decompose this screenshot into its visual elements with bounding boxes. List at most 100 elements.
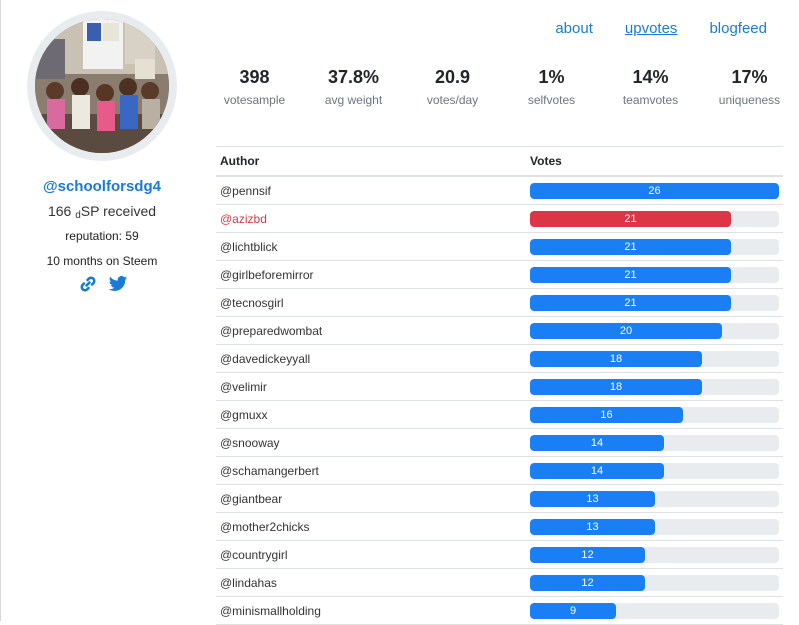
table-row: @mother2chicks 13	[216, 513, 783, 541]
votes-bar-track: 12	[530, 574, 779, 591]
votes-bar: 20	[530, 322, 722, 339]
author-name[interactable]: @pennsif	[220, 183, 271, 198]
stat-votesample: 398 votesample	[205, 66, 304, 107]
stat-label: selfvotes	[527, 93, 576, 107]
votes-bar: 21	[530, 210, 731, 227]
author-name[interactable]: @gmuxx	[220, 407, 268, 422]
reputation: reputation: 59	[65, 229, 139, 243]
stat-label: avg weight	[324, 93, 383, 107]
social-links	[78, 274, 128, 294]
table-row: @gmuxx 16	[216, 401, 783, 429]
stat-avg-weight: 37.8% avg weight	[304, 66, 403, 107]
votes-bar: 9	[530, 602, 616, 619]
twitter-icon[interactable]	[108, 274, 128, 294]
votes-bar: 21	[530, 294, 731, 311]
votes-bar-track: 20	[530, 322, 779, 339]
table-row: @schamangerbert 14	[216, 457, 783, 485]
votes-bar-track: 21	[530, 210, 779, 227]
stat-value: 14%	[632, 67, 669, 87]
account-tenure: 10 months on Steem	[46, 254, 158, 268]
upvotes-table: Author Votes @pennsif 26 @azizbd 21 @lichtbl…	[216, 146, 783, 625]
avatar	[35, 19, 169, 153]
stat-label: teamvotes	[622, 93, 679, 107]
profile-username-link[interactable]: @schoolforsdg4	[43, 178, 161, 195]
votes-bar-track: 26	[530, 182, 779, 199]
header-author: Author	[220, 154, 260, 168]
author-name[interactable]: @giantbear	[220, 491, 283, 506]
votes-bar-track: 13	[530, 490, 779, 507]
votes-bar: 21	[530, 266, 731, 283]
table-row: @giantbear 13	[216, 485, 783, 513]
table-row: @tecnosgirl 21	[216, 289, 783, 317]
author-name[interactable]: @schamangerbert	[220, 463, 319, 478]
author-name[interactable]: @tecnosgirl	[220, 295, 284, 310]
table-row: @pennsif 26	[216, 177, 783, 205]
votes-bar-track: 9	[530, 602, 779, 619]
votes-bar-track: 21	[530, 238, 779, 255]
nav-upvotes[interactable]: upvotes	[624, 20, 678, 37]
author-name[interactable]: @girlbeforemirror	[220, 267, 314, 282]
stat-label: votes/day	[426, 93, 479, 107]
author-name[interactable]: @azizbd	[220, 211, 267, 226]
sp-amount: 166	[47, 203, 72, 219]
votes-bar: 18	[530, 350, 702, 367]
author-name[interactable]: @lindahas	[220, 575, 277, 590]
table-row: @davedickeyyall 18	[216, 345, 783, 373]
votes-bar: 12	[530, 574, 645, 591]
votes-bar: 13	[530, 490, 655, 507]
author-name[interactable]: @preparedwombat	[220, 323, 323, 338]
link-icon[interactable]	[78, 274, 98, 294]
sp-received: 166 dSP received	[0, 203, 204, 221]
nav-blogfeed[interactable]: blogfeed	[709, 20, 767, 37]
stat-selfvotes: 1% selfvotes	[502, 66, 601, 107]
stat-value: 37.8%	[327, 67, 380, 87]
table-row: @countrygirl 12	[216, 541, 783, 569]
votes-bar-track: 18	[530, 350, 779, 367]
author-name[interactable]: @snooway	[220, 435, 280, 450]
top-nav: about upvotes blogfeed	[555, 20, 767, 37]
votes-bar-track: 12	[530, 546, 779, 563]
votes-bar-track: 21	[530, 294, 779, 311]
stat-label: uniqueness	[718, 93, 781, 107]
votes-bar: 16	[530, 406, 683, 423]
votes-bar: 14	[530, 462, 664, 479]
stat-uniqueness: 17% uniqueness	[700, 66, 799, 107]
avatar-photo	[35, 19, 169, 153]
votes-bar: 14	[530, 434, 664, 451]
author-name[interactable]: @davedickeyyall	[220, 351, 311, 366]
stat-value: 1%	[538, 67, 565, 87]
sp-prefix: d	[75, 210, 81, 221]
author-name[interactable]: @countrygirl	[220, 547, 288, 562]
table-body: @pennsif 26 @azizbd 21 @lichtblick 21 @girlbef…	[216, 177, 783, 625]
table-row: @girlbeforemirror 21	[216, 261, 783, 289]
stats-row: 398 votesample 37.8% avg weight 20.9 vot…	[205, 66, 799, 107]
author-name[interactable]: @lichtblick	[220, 239, 278, 254]
table-row: @preparedwombat 20	[216, 317, 783, 345]
sp-label: SP received	[80, 203, 157, 219]
table-row: @lindahas 12	[216, 569, 783, 597]
table-row: @lichtblick 21	[216, 233, 783, 261]
votes-bar: 12	[530, 546, 645, 563]
stat-value: 20.9	[434, 67, 471, 87]
votes-bar-track: 16	[530, 406, 779, 423]
votes-bar: 13	[530, 518, 655, 535]
votes-bar: 18	[530, 378, 702, 395]
header-votes: Votes	[530, 154, 562, 168]
votes-bar-track: 14	[530, 462, 779, 479]
votes-bar-track: 21	[530, 266, 779, 283]
author-name[interactable]: @mother2chicks	[220, 519, 310, 534]
votes-bar-track: 18	[530, 378, 779, 395]
stat-value: 17%	[731, 67, 768, 87]
stat-teamvotes: 14% teamvotes	[601, 66, 700, 107]
stat-label: votesample	[223, 93, 286, 107]
stat-votes-per-day: 20.9 votes/day	[403, 66, 502, 107]
author-name[interactable]: @minismallholding	[220, 603, 321, 618]
table-row: @azizbd 21	[216, 205, 783, 233]
votes-bar: 21	[530, 238, 731, 255]
votes-bar-track: 14	[530, 434, 779, 451]
votes-bar: 26	[530, 182, 779, 199]
window-edge	[0, 0, 1, 621]
nav-about[interactable]: about	[555, 20, 593, 37]
author-name[interactable]: @velimir	[220, 379, 267, 394]
votes-bar-track: 13	[530, 518, 779, 535]
